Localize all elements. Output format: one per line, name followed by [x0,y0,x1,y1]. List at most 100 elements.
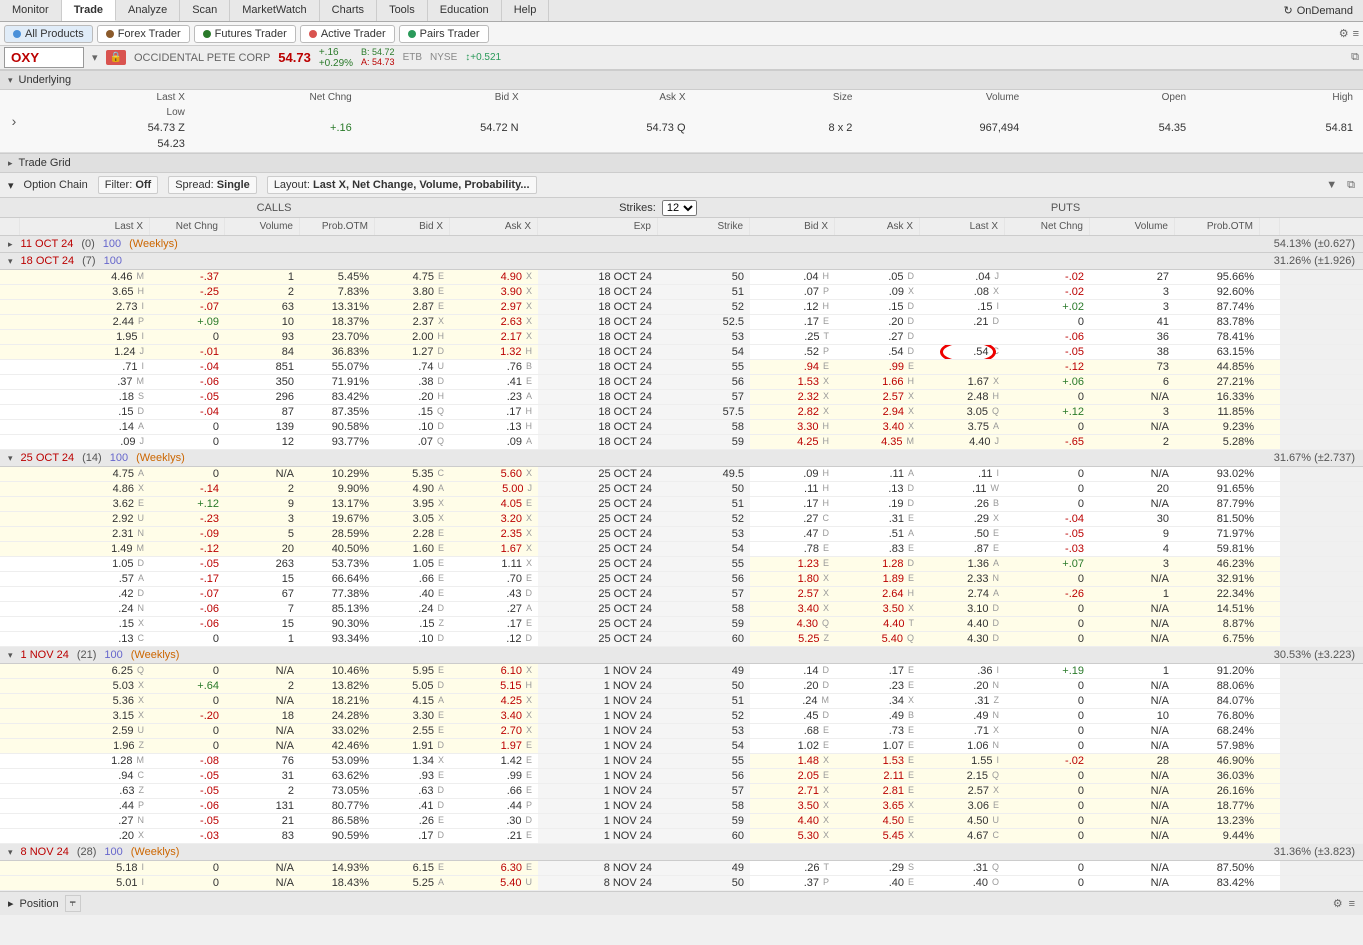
tab-trade[interactable]: Trade [62,0,116,21]
subnav-forex-trader[interactable]: Forex Trader [97,25,190,43]
c-ask[interactable]: 3.90X [450,285,538,299]
p-ask[interactable]: .27D [835,330,920,344]
expiration-header[interactable]: ▾8 NOV 24(28)100(Weeklys)31.36% (±3.823) [0,844,1363,861]
p-ask[interactable]: .05D [835,270,920,284]
p-bid[interactable]: 3.30H [750,420,835,434]
filter-icon[interactable]: ⫧ [65,895,81,912]
c-bid[interactable]: 1.60E [375,542,450,556]
p-ask[interactable]: .49B [835,709,920,723]
p-bid[interactable]: 5.25Z [750,632,835,646]
p-bid[interactable]: 1.53X [750,375,835,389]
tab-monitor[interactable]: Monitor [0,0,62,21]
p-bid[interactable]: 4.30Q [750,617,835,631]
expiration-header[interactable]: ▾1 NOV 24(21)100(Weeklys)30.53% (±3.223) [0,647,1363,664]
c-bid[interactable]: 1.34X [375,754,450,768]
p-bid[interactable]: .17H [750,497,835,511]
p-bid[interactable]: 4.25H [750,435,835,449]
option-row[interactable]: 1.96Z0N/A42.46%1.91D1.97E1 NOV 24541.02E… [0,739,1363,754]
gear-icon[interactable]: ⚙ [1333,897,1343,910]
p-ask[interactable]: .51A [835,527,920,541]
strikes-select[interactable]: 12 [662,200,697,216]
c-bid[interactable]: .17D [375,829,450,843]
p-bid[interactable]: .11H [750,482,835,496]
col-hdr[interactable]: Prob.OTM [1175,218,1260,235]
option-row[interactable]: 2.31N-.09528.59%2.28E2.35X25 OCT 2453.47… [0,527,1363,542]
c-bid[interactable]: 2.55E [375,724,450,738]
option-row[interactable]: .15D-.048787.35%.15Q.17H18 OCT 2457.52.8… [0,405,1363,420]
option-row[interactable]: .63Z-.05273.05%.63D.66E1 NOV 24572.71X2.… [0,784,1363,799]
option-row[interactable]: .42D-.076777.38%.40E.43D25 OCT 24572.57X… [0,587,1363,602]
c-ask[interactable]: 5.00J [450,482,538,496]
c-bid[interactable]: 2.87E [375,300,450,314]
c-ask[interactable]: 1.67X [450,542,538,556]
p-ask[interactable]: .54D [835,345,920,359]
p-bid[interactable]: 1.23E [750,557,835,571]
c-ask[interactable]: 4.25X [450,694,538,708]
c-ask[interactable]: 3.20X [450,512,538,526]
lock-icon[interactable]: 🔒 [106,50,126,65]
option-row[interactable]: .18S-.0529683.42%.20H.23A18 OCT 24572.32… [0,390,1363,405]
c-bid[interactable]: 3.30E [375,709,450,723]
p-bid[interactable]: .94E [750,360,835,374]
c-bid[interactable]: .63D [375,784,450,798]
p-bid[interactable]: .78E [750,542,835,556]
c-bid[interactable]: .41D [375,799,450,813]
c-ask[interactable]: .12D [450,632,538,646]
tab-tools[interactable]: Tools [377,0,428,21]
chevron-down-icon[interactable]: ▾ [8,179,14,192]
p-bid[interactable]: 1.80X [750,572,835,586]
p-bid[interactable]: .47D [750,527,835,541]
option-row[interactable]: 4.75A0N/A10.29%5.35C5.60X25 OCT 2449.5.0… [0,467,1363,482]
p-ask[interactable]: .34X [835,694,920,708]
c-ask[interactable]: 3.40X [450,709,538,723]
p-ask[interactable]: 4.40T [835,617,920,631]
p-bid[interactable]: .45D [750,709,835,723]
option-row[interactable]: 5.03X+.64213.82%5.05D5.15H1 NOV 2450.20D… [0,679,1363,694]
c-bid[interactable]: .15Z [375,617,450,631]
c-bid[interactable]: 4.90A [375,482,450,496]
tab-help[interactable]: Help [502,0,550,21]
c-bid[interactable]: .74U [375,360,450,374]
col-hdr[interactable]: Ask X [835,218,920,235]
c-ask[interactable]: .27A [450,602,538,616]
p-ask[interactable]: .13D [835,482,920,496]
p-ask[interactable]: .19D [835,497,920,511]
p-ask[interactable]: 5.45X [835,829,920,843]
col-hdr[interactable] [0,218,20,235]
underlying-header[interactable]: ▾ Underlying [0,70,1363,90]
col-hdr[interactable]: Last X [920,218,1005,235]
p-ask[interactable]: .23E [835,679,920,693]
c-ask[interactable]: 5.60X [450,467,538,481]
p-bid[interactable]: .68E [750,724,835,738]
option-row[interactable]: .24N-.06785.13%.24D.27A25 OCT 24583.40X3… [0,602,1363,617]
p-ask[interactable]: 2.57X [835,390,920,404]
option-row[interactable]: .57A-.171566.64%.66E.70E25 OCT 24561.80X… [0,572,1363,587]
option-row[interactable]: 3.65H-.2527.83%3.80E3.90X18 OCT 2451.07P… [0,285,1363,300]
position-header[interactable]: ▸ Position ⫧ ⚙ ≡ [0,891,1363,915]
c-bid[interactable]: 2.37X [375,315,450,329]
tab-marketwatch[interactable]: MarketWatch [230,0,319,21]
c-ask[interactable]: 5.15H [450,679,538,693]
c-ask[interactable]: 2.70X [450,724,538,738]
option-row[interactable]: 3.62E+.12913.17%3.95X4.05E25 OCT 2451.17… [0,497,1363,512]
option-row[interactable]: 1.95I09323.70%2.00H2.17X18 OCT 2453.25T.… [0,330,1363,345]
c-bid[interactable]: 4.75E [375,270,450,284]
c-ask[interactable]: .41E [450,375,538,389]
option-row[interactable]: .20X-.038390.59%.17D.21E1 NOV 24605.30X5… [0,829,1363,844]
p-bid[interactable]: 2.71X [750,784,835,798]
option-row[interactable]: .44P-.0613180.77%.41D.44P1 NOV 24583.50X… [0,799,1363,814]
p-ask[interactable]: .20D [835,315,920,329]
p-ask[interactable]: 2.64H [835,587,920,601]
option-row[interactable]: 3.15X-.201824.28%3.30E3.40X1 NOV 2452.45… [0,709,1363,724]
option-row[interactable]: .09J01293.77%.07Q.09A18 OCT 24594.25H4.3… [0,435,1363,450]
option-row[interactable]: 4.46M-.3715.45%4.75E4.90X18 OCT 2450.04H… [0,270,1363,285]
c-ask[interactable]: 1.32H [450,345,538,359]
col-hdr[interactable]: Strike [658,218,750,235]
c-ask[interactable]: 2.17X [450,330,538,344]
c-ask[interactable]: 4.05E [450,497,538,511]
c-ask[interactable]: .99E [450,769,538,783]
p-bid[interactable]: 2.32X [750,390,835,404]
expiration-header[interactable]: ▾18 OCT 24(7)10031.26% (±1.926) [0,253,1363,270]
c-ask[interactable]: 5.40U [450,876,538,890]
c-ask[interactable]: 2.97X [450,300,538,314]
